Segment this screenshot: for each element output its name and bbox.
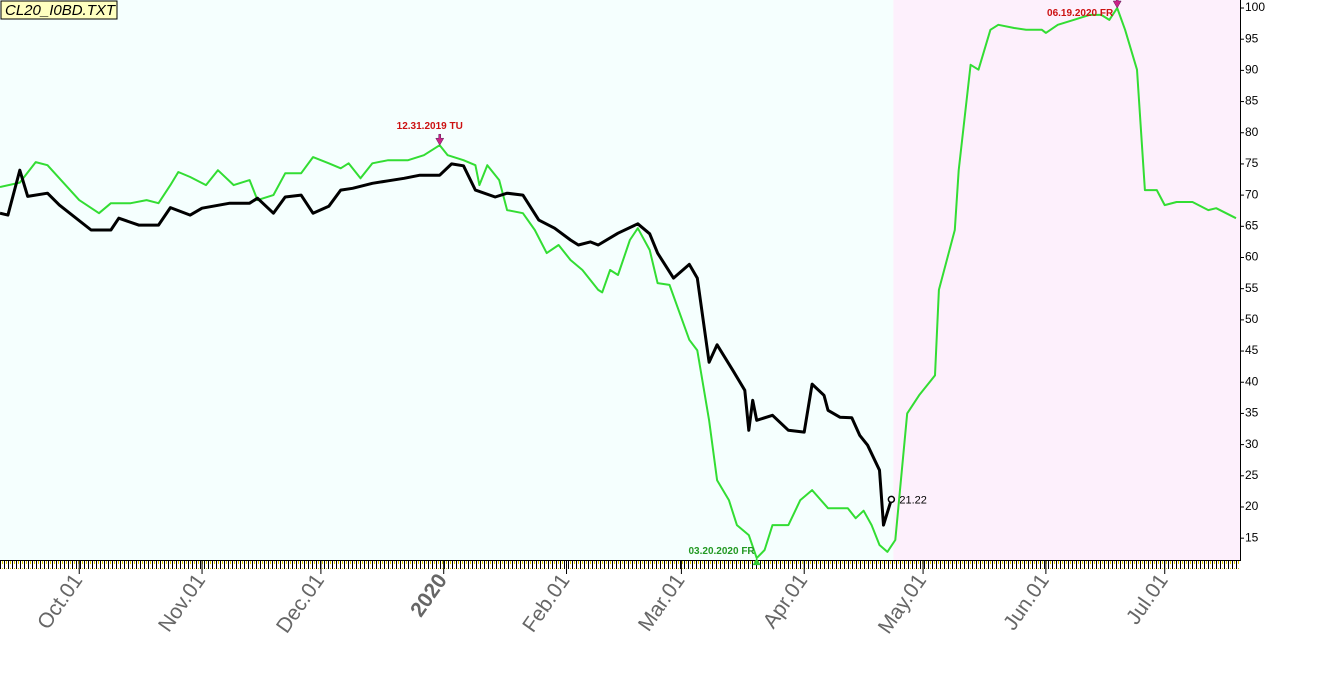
x-tick-label: Nov.01 bbox=[154, 570, 210, 636]
y-tick-label: 90 bbox=[1245, 63, 1259, 77]
series-line bbox=[0, 7, 1237, 560]
annotation-arrow bbox=[435, 133, 445, 146]
x-tick-label: Feb.01 bbox=[518, 570, 574, 637]
plot: 21.22 12.31.2019 TU 06.19.2020 FR 03.20.202… bbox=[0, 0, 1237, 566]
annotation-arrow bbox=[1112, 0, 1122, 9]
y-tick-label: 55 bbox=[1245, 281, 1259, 295]
last-point bbox=[887, 495, 896, 504]
x-tick-label: 2020 bbox=[406, 570, 452, 621]
series-line bbox=[0, 162, 893, 527]
y-tick-label: 20 bbox=[1245, 499, 1259, 513]
y-tick-label: 65 bbox=[1245, 218, 1259, 232]
history-background bbox=[0, 0, 893, 560]
minor-ticks bbox=[0, 561, 1240, 569]
x-tick-label: Jun.01 bbox=[999, 570, 1054, 635]
x-tick-label: Mar.01 bbox=[634, 570, 690, 636]
background bbox=[0, 0, 1240, 560]
x-tick-label: May.01 bbox=[874, 570, 931, 638]
y-tick-label: 70 bbox=[1245, 187, 1259, 201]
x-tick-label: Dec.01 bbox=[272, 570, 329, 638]
y-tick-label: 80 bbox=[1245, 125, 1259, 139]
y-tick-label: 25 bbox=[1245, 468, 1259, 482]
annotation: 03.20.2020 FR bbox=[689, 546, 756, 557]
y-tick-label: 75 bbox=[1245, 156, 1259, 170]
y-tick-label: 45 bbox=[1245, 343, 1259, 357]
last-value-label: 21.22 bbox=[899, 494, 927, 506]
annotation: 12.31.2019 TU bbox=[397, 121, 463, 132]
chart-title: CL20_I0BD.TXT bbox=[5, 2, 117, 19]
forecast-background bbox=[893, 0, 1240, 560]
y-tick-label: 100 bbox=[1245, 0, 1265, 14]
y-tick-label: 95 bbox=[1245, 31, 1259, 45]
y-tick-label: 60 bbox=[1245, 250, 1259, 264]
y-tick-label: 40 bbox=[1245, 374, 1259, 388]
title-box bbox=[0, 0, 118, 20]
y-tick-label: 50 bbox=[1245, 312, 1259, 326]
y-tick-label: 85 bbox=[1245, 94, 1259, 108]
y-tick-label: 35 bbox=[1245, 406, 1259, 420]
x-tick-label: Apr.01 bbox=[759, 570, 813, 633]
y-tick-label: 15 bbox=[1245, 530, 1259, 544]
y-tick-label: 30 bbox=[1245, 437, 1259, 451]
annotation: 06.19.2020 FR bbox=[1047, 8, 1114, 19]
annotation-arrow bbox=[752, 558, 761, 566]
x-tick-label: Oct.01 bbox=[33, 570, 87, 634]
x-tick-label: Jul.01 bbox=[1122, 570, 1173, 629]
